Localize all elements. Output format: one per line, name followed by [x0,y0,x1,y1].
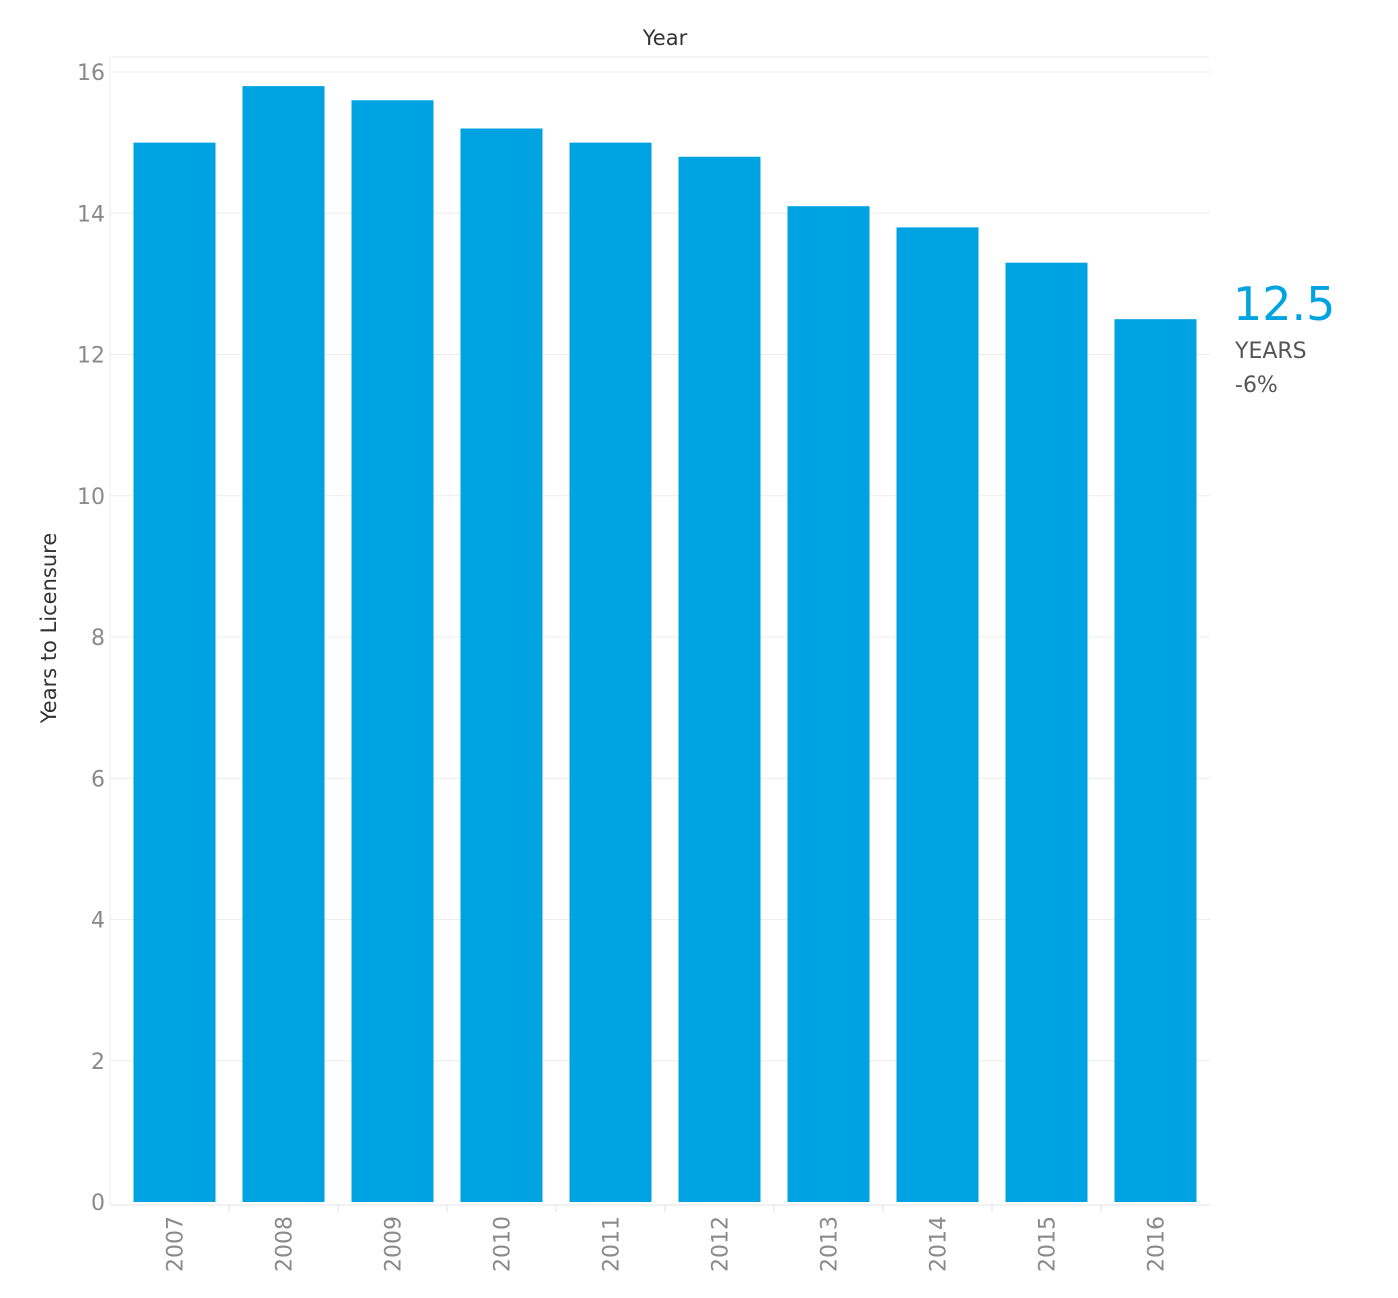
bar-2015 [1005,262,1088,1202]
y-tick-label: 10 [77,485,105,510]
y-tick-label: 8 [91,626,105,651]
bar-2012 [678,156,761,1202]
y-tick-label: 16 [77,61,105,86]
bar-2013 [787,206,870,1202]
y-tick-label: 6 [91,767,105,792]
y-tick-label: 14 [77,202,105,227]
x-tick-label: 2015 [1036,1216,1061,1272]
x-tick-label: 2011 [600,1216,625,1272]
annotation-change: -6% [1235,373,1278,398]
x-tick-label: 2013 [818,1216,843,1272]
x-tick-label: 2014 [927,1216,952,1272]
bars [133,86,1197,1202]
bar-2010 [460,128,543,1202]
x-tick-label: 2010 [491,1216,516,1272]
y-tick-label: 12 [77,344,105,369]
y-tick-label: 0 [91,1191,105,1216]
x-tick-label: 2016 [1145,1216,1170,1272]
y-tick-labels: 0 2 4 6 8 10 12 14 16 [77,61,105,1216]
annotation-value: 12.5 [1233,277,1335,331]
bar-2009 [351,100,434,1202]
y-tick-label: 2 [91,1050,105,1075]
annotation-unit: YEARS [1234,339,1307,364]
x-tick-label: 2007 [164,1216,189,1272]
bar-2007 [133,142,216,1202]
bar-2008 [242,86,325,1202]
bar-2016 [1114,319,1197,1202]
y-axis-title: Years to Licensure [37,533,61,725]
x-axis-title: Year [642,26,688,50]
x-tick-label: 2012 [709,1216,734,1272]
x-tick-labels: 2007 2008 2009 2010 2011 2012 2013 2014 2015 2016 [164,1216,1170,1272]
x-tick-label: 2008 [273,1216,298,1272]
bar-2014 [896,227,979,1202]
bar-2011 [569,142,652,1202]
y-tick-label: 4 [91,909,105,934]
axes [109,56,1210,1212]
x-tick-label: 2009 [382,1216,407,1272]
